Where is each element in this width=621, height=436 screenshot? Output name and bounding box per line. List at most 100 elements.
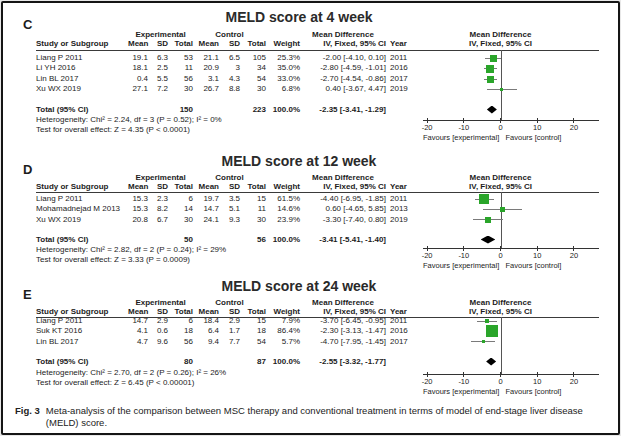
total-row: Total (95% CI)8087100.0%-2.55 [-3.32, -1… [36, 357, 414, 366]
effect-square [486, 65, 494, 73]
column-header-row-cell: Mean [193, 39, 219, 48]
effect-square [485, 217, 491, 223]
total-row-cell: 100.0% [266, 105, 300, 114]
column-header-row-cell: Mean [128, 39, 148, 48]
favours-control-label: Favours [control] [506, 133, 562, 142]
study-row-cell: 11 [168, 63, 193, 72]
column-header-row-cell: Year [386, 182, 414, 191]
total-row-cell: Total (95% CI) [36, 357, 128, 366]
column-header-row-cell: Year [386, 39, 414, 48]
axis-tick-label: -20 [422, 123, 433, 132]
column-header-row-cell: IV, Fixed, 95% CI [300, 182, 386, 191]
column-header-row-cell: Total [240, 307, 266, 316]
effect-square [482, 340, 485, 343]
study-row: Liang P 201114.72.9618.42.9157.9%-3.70 [… [36, 316, 414, 325]
study-row-cell: 2.5 [148, 63, 168, 72]
column-header-row-cell: Weight [266, 182, 300, 191]
column-header-row-cell: Total [168, 39, 193, 48]
study-row-cell: 0.4 [128, 74, 148, 83]
mean-difference-group-header: Mean Difference [297, 173, 389, 182]
study-row-cell: 5.1 [219, 204, 240, 213]
total-row-cell: -3.41 [-5.41, -1.40] [300, 235, 386, 244]
total-row-cell: 80 [168, 357, 193, 366]
effect-square [487, 76, 494, 83]
study-row-cell: 18.4 [193, 316, 219, 325]
study-row-cell: 5.5 [148, 74, 168, 83]
total-row-cell [148, 105, 168, 114]
column-header-row-cell: IV, Fixed, 95% CI [300, 39, 386, 48]
study-row: Mohamadnejad M 201315.38.21414.75.11114.… [36, 204, 414, 213]
study-row-cell: Li YH 2016 [36, 63, 128, 72]
study-row-cell: 15.3 [128, 204, 148, 213]
favours-experimental-label: Favours [experimental] [423, 133, 497, 142]
study-row: Liang P 201119.16.35321.16.510525.3%-2.0… [36, 53, 414, 62]
control-group-header: Control [191, 173, 268, 182]
study-row-cell: Liang P 2011 [36, 316, 128, 325]
column-header-row-cell: IV, Fixed, 95% CI [300, 307, 386, 316]
study-row-cell: 3 [219, 63, 240, 72]
total-row-cell: 100.0% [266, 357, 300, 366]
study-row-cell: 35.0% [266, 63, 300, 72]
study-row-cell: 2016 [386, 326, 414, 335]
plot-effect-model-header: IV, Fixed, 95% CI [426, 182, 576, 191]
total-row-cell: 56 [240, 235, 266, 244]
total-row-cell: 150 [168, 105, 193, 114]
column-header-row-cell: SD [148, 307, 168, 316]
study-row-cell: 7.9% [266, 316, 300, 325]
study-row-cell: 2.9 [219, 316, 240, 325]
column-header-row-cell: SD [148, 182, 168, 191]
total-row: Total (95% CI)150223100.0%-2.35 [-3.41, … [36, 105, 414, 114]
study-row-cell: 8.2 [148, 204, 168, 213]
study-row-cell: 34 [240, 63, 266, 72]
figure-frame: C MELD score at 4 week Heterogeneity: Ch… [1, 1, 620, 435]
study-row-cell: 86.4% [266, 326, 300, 335]
total-row-cell: -2.55 [-3.32, -1.77] [300, 357, 386, 366]
experimental-group-header: Experimental [126, 30, 195, 39]
favours-control-label: Favours [control] [506, 387, 562, 396]
study-row-cell: 9.3 [219, 215, 240, 224]
study-row-cell: -2.30 [-3.13, -1.47] [300, 326, 386, 335]
study-row-cell: 18 [168, 326, 193, 335]
header-underline [36, 192, 599, 193]
study-row-cell: Lin BL 2017 [36, 74, 128, 83]
study-row-cell: 7.7 [219, 337, 240, 346]
study-row-cell: 53 [168, 53, 193, 62]
total-row-cell: Total (95% CI) [36, 235, 128, 244]
heterogeneity-text: Heterogeneity: Chi² = 2.70, df = 2 (P = … [36, 368, 226, 377]
effect-square [500, 207, 505, 212]
study-row-cell: Xu WX 2019 [36, 215, 128, 224]
study-row-cell: Liang P 2011 [36, 194, 128, 203]
axis-tick-label: 10 [533, 377, 541, 386]
control-group-header: Control [191, 298, 268, 307]
plot-mean-difference-header: Mean Difference [426, 30, 576, 39]
column-header-row: Study or SubgroupMeanSDTotalMeanSDTotalW… [36, 307, 414, 316]
study-row-cell: 2017 [386, 74, 414, 83]
study-row-cell: 0.6 [148, 326, 168, 335]
panel-title: MELD score at 12 week [3, 153, 595, 169]
total-row-cell [219, 235, 240, 244]
study-row-cell: 4.1 [128, 326, 148, 335]
total-row-cell [148, 357, 168, 366]
total-row-cell [386, 105, 414, 114]
study-row-cell: 19.1 [128, 53, 148, 62]
summary-diamond [486, 358, 496, 366]
summary-diamond [487, 106, 497, 114]
study-row-cell: 2019 [386, 215, 414, 224]
favours-control-label: Favours [control] [506, 261, 562, 270]
study-row-cell: 0.60 [-4.65, 5.85] [300, 204, 386, 213]
study-row-cell: Xu WX 2019 [36, 84, 128, 93]
study-row-cell: 23.9% [266, 215, 300, 224]
total-row-cell [193, 105, 219, 114]
effect-square [479, 194, 489, 204]
total-row-cell [386, 357, 414, 366]
zero-line [501, 317, 502, 374]
study-row-cell: 15.3 [128, 194, 148, 203]
study-row-cell: 6.5 [219, 53, 240, 62]
axis-tick-label: 20 [570, 123, 578, 132]
study-row-cell: -3.70 [-6.45, -0.95] [300, 316, 386, 325]
study-row-cell: 26.7 [193, 84, 219, 93]
study-row-cell: 6.3 [148, 53, 168, 62]
experimental-group-header: Experimental [126, 298, 195, 307]
study-row-cell: -3.30 [-7.40, 0.80] [300, 215, 386, 224]
study-row-cell: 7.2 [148, 84, 168, 93]
